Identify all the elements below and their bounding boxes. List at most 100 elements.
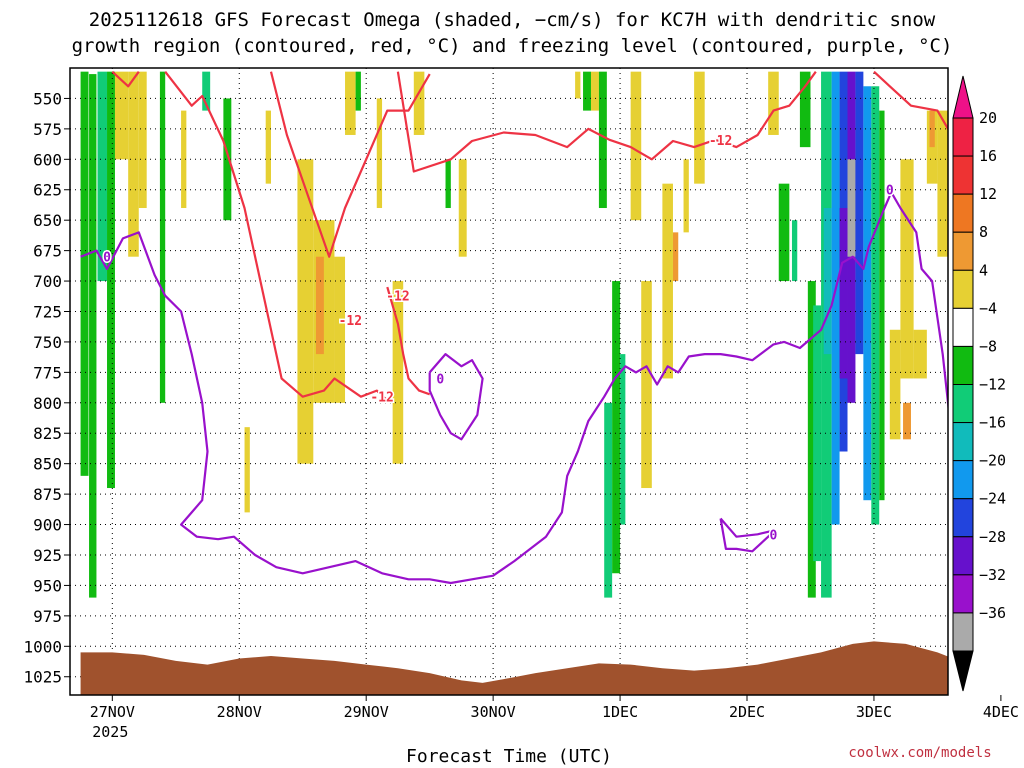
colorbar-bottom-arrow: [952, 650, 974, 692]
omega-shade: [847, 159, 856, 257]
omega-shade: [900, 159, 914, 379]
x-tick-label: 30NOV: [471, 703, 516, 721]
y-tick-label: 1000: [23, 637, 62, 656]
colorbar-tick-label: 12: [979, 185, 997, 203]
credit-label: coolwx.com/models: [848, 745, 991, 761]
freezing-level-contour-label: 0: [886, 184, 894, 199]
y-tick-label: 800: [33, 394, 62, 413]
omega-shade: [159, 71, 166, 403]
freezing-level-contour-label: 0: [103, 251, 111, 266]
omega-shade: [345, 71, 356, 135]
colorbar-tick-label: −8: [979, 337, 997, 355]
omega-shade: [376, 98, 383, 209]
colorbar-swatch: [952, 574, 974, 614]
omega-shade: [903, 402, 911, 440]
colorbar-tick-label: 16: [979, 147, 997, 165]
plot-background: [70, 68, 948, 695]
y-tick-label: 550: [33, 89, 62, 108]
colorbar-tick-label: −16: [979, 414, 1006, 432]
terrain-surface: [80, 641, 948, 695]
y-tick-label: 1025: [23, 668, 62, 687]
y-tick-label: 900: [33, 516, 62, 535]
colorbar-tick-label: −36: [979, 604, 1006, 622]
y-tick-label: 850: [33, 455, 62, 474]
omega-shade: [128, 71, 139, 257]
omega-shade: [889, 329, 901, 440]
colorbar-swatch: [952, 231, 974, 271]
omega-shade: [641, 281, 652, 489]
omega-shade: [181, 110, 187, 209]
y-tick-label: 600: [33, 150, 62, 169]
dgz-contour-label: -12: [709, 134, 732, 149]
dgz-contour: [269, 71, 431, 258]
colorbar-swatch: [952, 536, 974, 576]
colorbar: 20 16 12 8 4 −4 −8 −12 −16 −20 −24 −28 −32 −36: [952, 75, 1006, 692]
colorbar-swatch: [952, 155, 974, 195]
freezing-level-contour: [719, 517, 775, 553]
omega-shade: [413, 71, 425, 135]
dgz-contour: [396, 71, 817, 173]
omega-shade: [807, 281, 816, 598]
colorbar-top-arrow: [952, 75, 974, 119]
freezing-level-contour-label: 0: [770, 528, 778, 543]
omega-shade: [575, 71, 581, 99]
omega-shade: [791, 220, 798, 282]
dgz-contour: [386, 286, 431, 396]
omega-shade: [89, 74, 97, 598]
omega-shade: [620, 354, 626, 525]
x-tick-label: 3DEC: [856, 703, 892, 721]
freezing-level-contour-label: 0: [436, 372, 444, 387]
omega-shade: [202, 71, 211, 111]
omega-shade: [823, 208, 832, 355]
chart-title: 2025112618 GFS Forecast Omega (shaded, −…: [89, 9, 936, 31]
colorbar-swatch: [952, 193, 974, 233]
omega-shade: [80, 71, 89, 476]
colorbar-swatch: [952, 460, 974, 500]
omega-shade: [107, 71, 115, 489]
omega-shade: [831, 71, 840, 525]
omega-shade: [929, 110, 935, 148]
colorbar-swatch: [952, 307, 974, 347]
colorbar-tick-label: −20: [979, 452, 1006, 470]
dgz-contour-label: -12: [370, 391, 393, 406]
dgz-contour: [873, 70, 948, 132]
y-tick-label: 775: [33, 363, 62, 382]
dgz-contour: [164, 71, 389, 402]
omega-shade: [630, 71, 642, 221]
omega-shade: [97, 71, 108, 282]
x-tick-label: 4DEC: [983, 703, 1019, 721]
dgz-contour-label: -12: [386, 290, 409, 305]
colorbar-swatch: [952, 384, 974, 424]
x-axis-label: Forecast Time (UTC): [406, 746, 612, 767]
colorbar-tick-label: −28: [979, 528, 1006, 546]
omega-shade: [879, 110, 885, 501]
y-tick-label: 975: [33, 607, 62, 626]
x-tick-year: 2025: [92, 723, 128, 741]
omega-shade: [871, 86, 880, 525]
colorbar-tick-label: −32: [979, 566, 1006, 584]
omega-shade: [392, 281, 404, 464]
omega-shade: [839, 208, 848, 379]
y-tick-label: 700: [33, 272, 62, 291]
chart-subtitle: growth region (contoured, red, °C) and f…: [72, 35, 953, 57]
omega-shade: [138, 71, 147, 209]
omega-shade: [223, 98, 232, 221]
omega-shade: [799, 71, 811, 148]
colorbar-swatch: [952, 345, 974, 385]
omega-shade: [612, 281, 621, 574]
colorbar-tick-label: −12: [979, 376, 1006, 394]
colorbar-tick-label: 20: [979, 109, 997, 127]
omega-shade: [598, 71, 607, 209]
omega-shade: [445, 159, 451, 209]
y-tick-label: 625: [33, 181, 62, 200]
omega-shade: [355, 71, 361, 111]
y-tick-label: 875: [33, 485, 62, 504]
y-tick-label: 575: [33, 120, 62, 139]
y-tick-label: 675: [33, 242, 62, 261]
freezing-level-contour: [888, 189, 948, 413]
omega-shade: [458, 159, 467, 257]
x-tick-label: 29NOV: [344, 703, 389, 721]
colorbar-tick-label: −24: [979, 490, 1006, 508]
omega-shade: [265, 110, 271, 184]
